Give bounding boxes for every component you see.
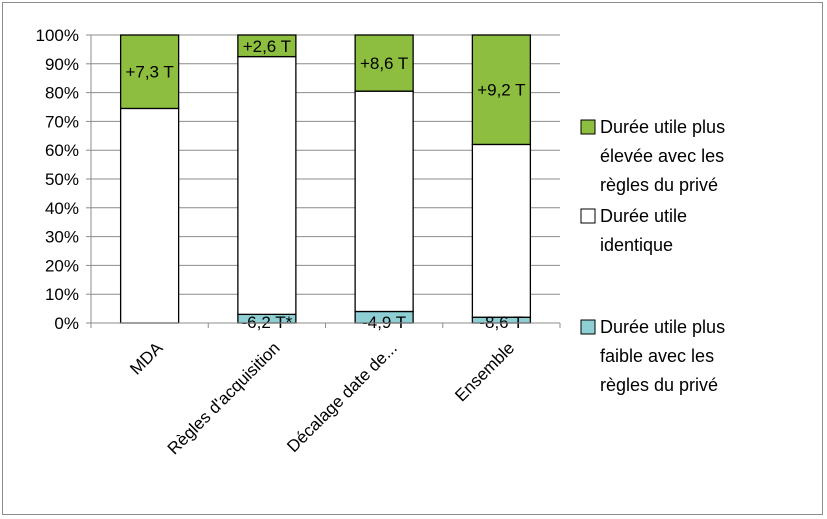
bar-segment <box>354 90 414 313</box>
bar-segment <box>119 107 180 324</box>
bar-segment <box>119 34 180 110</box>
data-label: +7,3 T <box>125 63 173 82</box>
stacked-bar-chart: 0% 10% 20% 30% 40% 50% 60% 70% 80% 90% 100% +7,3 T… <box>36 26 726 458</box>
y-tick-label: 70% <box>45 112 79 131</box>
y-tick-label: 60% <box>45 141 79 160</box>
data-label: +2,6 T <box>243 37 291 56</box>
y-tick-label: 80% <box>45 84 79 103</box>
legend-label: Durée utile plus élevée avec les règles du… <box>600 117 725 195</box>
y-tick-label: 40% <box>45 199 79 218</box>
y-axis: 0% 10% 20% 30% 40% 50% 60% 70% 80% 90% 100% <box>36 26 92 333</box>
legend-swatch <box>580 119 596 135</box>
y-tick-label: 0% <box>54 314 79 333</box>
legend-swatch <box>580 208 596 224</box>
bar-segment <box>237 34 297 58</box>
x-tick-label: Décalage date de... <box>283 338 401 456</box>
data-label: +9,2 T <box>477 81 525 100</box>
x-tick-label: Règles d'acquisition <box>164 338 284 458</box>
bar-segment <box>471 34 532 146</box>
y-tick-label: 20% <box>45 256 79 275</box>
data-labels: +7,3 T-6,2 T*+2,6 T-4,9 T+8,6 T-8,6 T+9,… <box>125 37 525 332</box>
y-tick-label: 10% <box>45 285 79 304</box>
y-tick-label: 90% <box>45 55 79 74</box>
legend-swatch <box>580 319 596 335</box>
legend: Durée utile plus élevée avec les règles du… <box>580 117 725 395</box>
y-tick-label: 50% <box>45 170 79 189</box>
bars <box>119 34 532 324</box>
x-tick-label: MDA <box>126 338 167 379</box>
legend-label: Durée utile plus faible avec les règles du… <box>600 317 725 395</box>
bar-segment <box>471 143 532 318</box>
data-label: +8,6 T <box>360 54 408 73</box>
y-tick-label: 30% <box>45 228 79 247</box>
x-tick-label: Ensemble <box>451 338 518 405</box>
legend-label: Durée utile identique <box>600 206 687 255</box>
bar-segment <box>237 55 297 316</box>
y-tick-label: 100% <box>36 26 79 45</box>
bar-segment <box>354 34 414 92</box>
